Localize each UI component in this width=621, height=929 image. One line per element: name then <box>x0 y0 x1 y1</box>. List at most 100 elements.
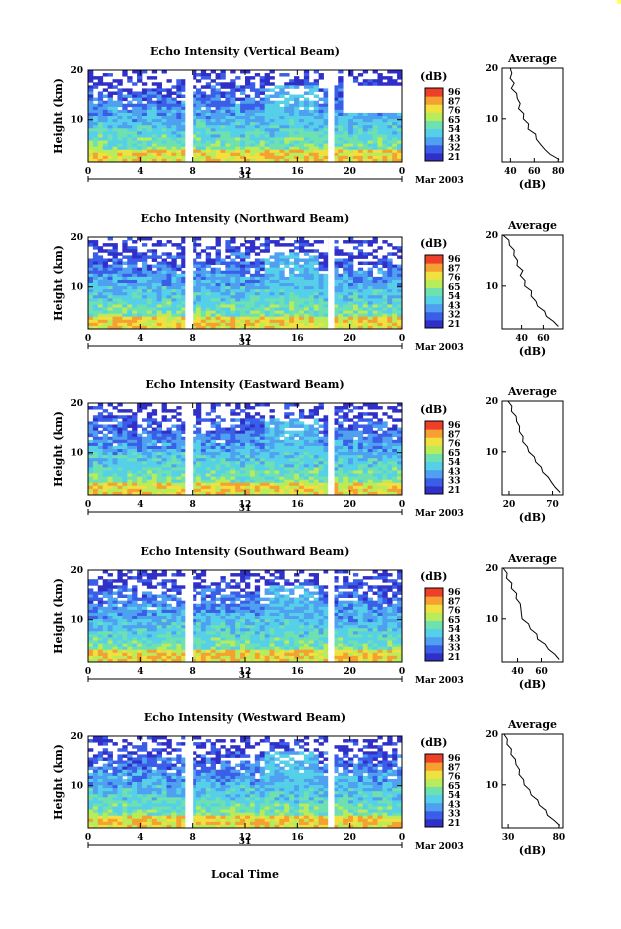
heatmap-cell <box>254 246 261 250</box>
heatmap-cell <box>146 304 153 308</box>
heatmap-cell <box>181 112 187 117</box>
heatmap-cell <box>225 452 231 456</box>
heatmap-cell <box>245 106 251 111</box>
heatmap-cell <box>245 488 251 493</box>
heatmap-cell <box>377 316 383 321</box>
heatmap-cell <box>200 100 207 105</box>
heatmap-cell <box>343 152 349 157</box>
heatmap-cell <box>171 488 177 493</box>
heatmap-cell <box>382 491 388 496</box>
heatmap-cell <box>181 445 187 450</box>
heatmap-cell <box>210 152 216 157</box>
heatmap-cell <box>264 430 270 435</box>
heatmap-cell <box>362 155 369 160</box>
heatmap-cell <box>215 433 221 438</box>
heatmap-cell <box>151 439 158 444</box>
heatmap-cell <box>274 112 280 117</box>
heatmap-cell <box>284 255 290 259</box>
heatmap-cell <box>102 289 109 293</box>
heatmap-cell <box>195 73 202 77</box>
heatmap-cell <box>289 255 295 259</box>
heatmap-cell <box>367 445 373 450</box>
heatmap-cell <box>279 279 285 284</box>
heatmap-cell <box>372 313 378 318</box>
heatmap-cell <box>171 255 177 259</box>
heatmap-cell <box>191 264 197 269</box>
heatmap-cell <box>132 488 138 493</box>
heatmap-cell <box>161 430 167 435</box>
heatmap-cell <box>141 109 148 114</box>
heatmap-cell <box>132 316 138 321</box>
heatmap-cell <box>191 482 197 487</box>
heatmap-cell <box>137 452 143 456</box>
heatmap-cell <box>343 137 349 141</box>
heatmap-cell <box>122 134 128 138</box>
heatmap-cell <box>220 301 226 305</box>
heatmap-cell <box>112 286 118 290</box>
heatmap-cell <box>303 70 310 74</box>
heatmap-cell <box>146 149 153 154</box>
colorbar-segment <box>425 437 443 446</box>
heatmap-cell <box>97 286 104 290</box>
heatmap-cell <box>151 283 158 287</box>
heatmap-cell <box>92 243 99 247</box>
heatmap-cell <box>318 439 324 444</box>
heatmap-cell <box>195 267 202 272</box>
heatmap-cell <box>357 119 364 123</box>
heatmap-cell <box>195 146 202 151</box>
heatmap-cell <box>235 319 241 324</box>
heatmap-cell <box>176 103 182 108</box>
heatmap-cell <box>88 106 94 111</box>
heatmap-cell <box>235 286 241 290</box>
heatmap-cell <box>377 286 383 290</box>
heatmap-cell <box>102 458 109 462</box>
heatmap-cell <box>235 270 241 275</box>
heatmap-cell <box>215 91 221 95</box>
heatmap-cell <box>102 143 109 148</box>
heatmap-cell <box>372 295 378 299</box>
heatmap-cell <box>141 319 148 324</box>
heatmap-cell <box>264 131 270 135</box>
heatmap-cell <box>151 128 158 132</box>
heatmap-cell <box>181 470 187 474</box>
heatmap-cell <box>107 301 113 305</box>
heatmap-cell <box>191 289 197 293</box>
heatmap-cell <box>372 424 378 428</box>
heatmap-cell <box>397 286 403 290</box>
heatmap-cell <box>210 304 216 308</box>
heatmap-cell <box>372 473 378 477</box>
heatmap-cell <box>392 467 398 471</box>
heatmap-cell <box>117 452 123 456</box>
heatmap-cell <box>264 137 270 141</box>
heatmap-cell <box>343 264 349 269</box>
heatmap-cell <box>176 310 182 315</box>
heatmap-cell <box>352 319 359 324</box>
heatmap-cell <box>117 449 123 453</box>
heatmap-cell <box>137 103 143 108</box>
heatmap-cell <box>323 252 329 256</box>
heatmap-cell <box>97 116 104 120</box>
heatmap-cell <box>141 467 148 471</box>
heatmap-cell <box>308 467 315 471</box>
heatmap-cell <box>264 119 270 123</box>
heatmap-cell <box>377 427 383 431</box>
heatmap-cell <box>230 319 236 324</box>
heatmap-cell <box>151 421 158 425</box>
heatmap-cell <box>397 128 403 132</box>
heatmap-cell <box>102 82 109 86</box>
heatmap-cell <box>215 452 221 456</box>
heatmap-cell <box>92 292 99 296</box>
heatmap-cell <box>338 488 344 493</box>
heatmap-cell <box>259 485 266 490</box>
heatmap-cell <box>220 122 226 126</box>
heatmap-cell <box>132 112 138 117</box>
heatmap-cell <box>151 319 158 324</box>
heatmap-cell <box>397 449 403 453</box>
heatmap-cell <box>88 292 94 296</box>
heatmap-cell <box>171 276 177 281</box>
heatmap-cell <box>303 152 310 157</box>
heatmap-cell <box>264 452 270 456</box>
heatmap-cell <box>122 103 128 108</box>
heatmap-cell <box>171 134 177 138</box>
heatmap-cell <box>392 298 398 302</box>
